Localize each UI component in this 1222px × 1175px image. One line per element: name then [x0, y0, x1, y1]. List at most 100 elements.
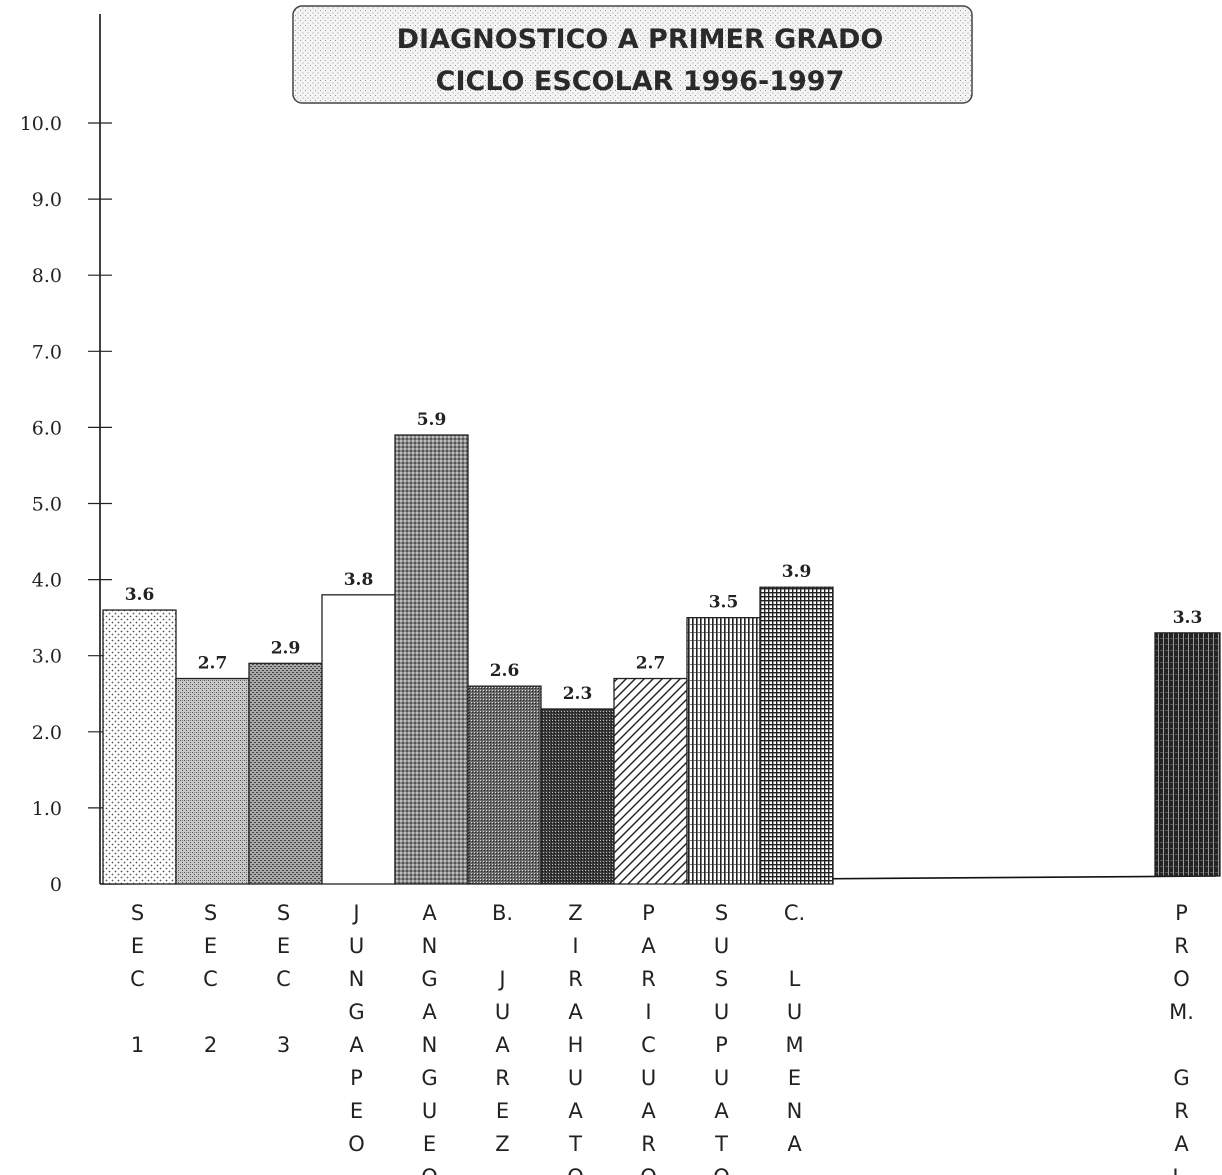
y-tick-label: 3.0: [32, 646, 62, 668]
y-tick-label: 7.0: [32, 341, 62, 363]
y-tick-label: 8.0: [32, 265, 62, 287]
category-label-char: R: [495, 1066, 510, 1090]
bar-prom-gral: [1154, 632, 1221, 877]
category-label-char: A: [568, 1000, 583, 1024]
y-tick-label: 5.0: [32, 494, 62, 516]
bar-jungapeo: [321, 594, 396, 885]
category-label-char: O: [640, 1165, 657, 1175]
bar-paricuaro: [613, 677, 688, 885]
y-tick-label: 2.0: [32, 722, 62, 744]
category-label-char: U: [641, 1066, 656, 1090]
bar-angangueo: [394, 434, 469, 885]
bars: [102, 434, 1221, 885]
category-label-char: O: [1173, 967, 1190, 991]
category-label-char: C: [641, 1033, 656, 1057]
bar-value-label: 2.9: [271, 638, 301, 658]
y-tick-label: 10.0: [20, 113, 62, 135]
category-label-char: A: [641, 934, 656, 958]
category-label-char: U: [787, 1000, 802, 1024]
bar-value-label: 3.9: [782, 562, 812, 582]
bar-sec-2: [175, 677, 250, 885]
bar-c-lumena: [759, 586, 834, 885]
category-label-char: U: [714, 1066, 729, 1090]
category-label-char: 2: [204, 1033, 217, 1057]
category-label-char: G: [421, 967, 437, 991]
category-label-char: J: [497, 967, 505, 991]
category-label-char: C: [276, 967, 291, 991]
category-label-char: R: [641, 1132, 656, 1156]
category-label-char: E: [496, 1099, 509, 1123]
value-labels: 3.6 2.7 2.9 3.8 5.9 2.6 2.3 2.7 3.5 3.9 3.3: [125, 410, 1203, 704]
bar-b-juarez: [467, 685, 542, 885]
category-label-char: G: [348, 1000, 364, 1024]
y-tick-label: 1.0: [32, 798, 62, 820]
category-label-char: A: [641, 1099, 656, 1123]
category-label-char: R: [1174, 1099, 1189, 1123]
category-label-char: U: [714, 934, 729, 958]
category-label-char: E: [204, 934, 217, 958]
category-label-char: I: [572, 934, 578, 958]
category-label-char: U: [568, 1066, 583, 1090]
category-label-char: A: [422, 901, 437, 925]
category-label-char: S: [277, 901, 290, 925]
category-label-char: C.: [784, 901, 805, 925]
category-label-char: P: [350, 1066, 363, 1090]
category-label-char: E: [350, 1099, 363, 1123]
category-label-char: S: [715, 967, 728, 991]
category-label-char: E: [788, 1066, 801, 1090]
category-label-char: I: [645, 1000, 651, 1024]
category-label-char: G: [1173, 1066, 1189, 1090]
category-label-char: Z: [568, 901, 582, 925]
category-label-char: N: [422, 934, 438, 958]
category-label-char: B.: [492, 901, 513, 925]
category-label-char: L.: [1172, 1165, 1190, 1175]
title-frame: [292, 5, 973, 104]
category-label-char: 1: [131, 1033, 144, 1057]
chart-subtitle: CICLO ESCOLAR 1996-1997: [436, 66, 845, 97]
category-labels: SEC1SEC2SEC3JUNGAPEOANGANGUEOB.JUAREZZIR…: [130, 901, 1194, 1175]
category-label-char: P: [715, 1033, 728, 1057]
category-label-char: R: [568, 967, 583, 991]
category-label-char: E: [131, 934, 144, 958]
category-label-char: C: [203, 967, 218, 991]
bar-susupuato: [686, 617, 761, 885]
category-label-char: R: [1174, 934, 1189, 958]
category-label-char: L: [789, 967, 801, 991]
category-label-char: N: [349, 967, 365, 991]
bar-value-label: 3.3: [1173, 608, 1203, 628]
category-label-char: P: [1175, 901, 1188, 925]
bar-value-label: 2.3: [563, 684, 593, 704]
bar-value-label: 2.6: [490, 661, 520, 681]
bar-value-label: 2.7: [198, 654, 228, 674]
category-label-char: C: [130, 967, 145, 991]
bar-value-label: 3.5: [709, 593, 739, 613]
category-label-char: Z: [495, 1132, 509, 1156]
category-label-char: A: [1174, 1132, 1189, 1156]
bar-sec-1: [102, 609, 177, 885]
category-label-char: S: [715, 901, 728, 925]
category-label-char: E: [423, 1132, 436, 1156]
bar-zirahuato: [540, 708, 615, 885]
category-label-char: E: [277, 934, 290, 958]
chart-title: DIAGNOSTICO A PRIMER GRADO: [397, 24, 884, 55]
category-label-char: O: [348, 1132, 365, 1156]
category-label-char: U: [422, 1099, 437, 1123]
category-label-char: R: [641, 967, 656, 991]
category-label-char: S: [204, 901, 217, 925]
category-label-char: N: [422, 1033, 438, 1057]
category-label-char: A: [349, 1033, 364, 1057]
category-label-char: U: [349, 934, 364, 958]
bar-sec-3: [248, 662, 323, 885]
category-label-char: O: [567, 1165, 584, 1175]
category-label-char: M: [785, 1033, 803, 1057]
category-label-char: U: [495, 1000, 510, 1024]
y-ticks: 0 1.0 2.0 3.0 4.0 5.0 6.0 7.0 8.0 9.0 10.0: [20, 113, 112, 896]
y-tick-label: 6.0: [32, 417, 62, 439]
category-label-char: A: [422, 1000, 437, 1024]
category-label-char: 3: [277, 1033, 290, 1057]
category-label-char: T: [714, 1132, 728, 1156]
category-label-char: T: [568, 1132, 582, 1156]
bar-value-label: 2.7: [636, 654, 666, 674]
category-label-char: U: [714, 1000, 729, 1024]
